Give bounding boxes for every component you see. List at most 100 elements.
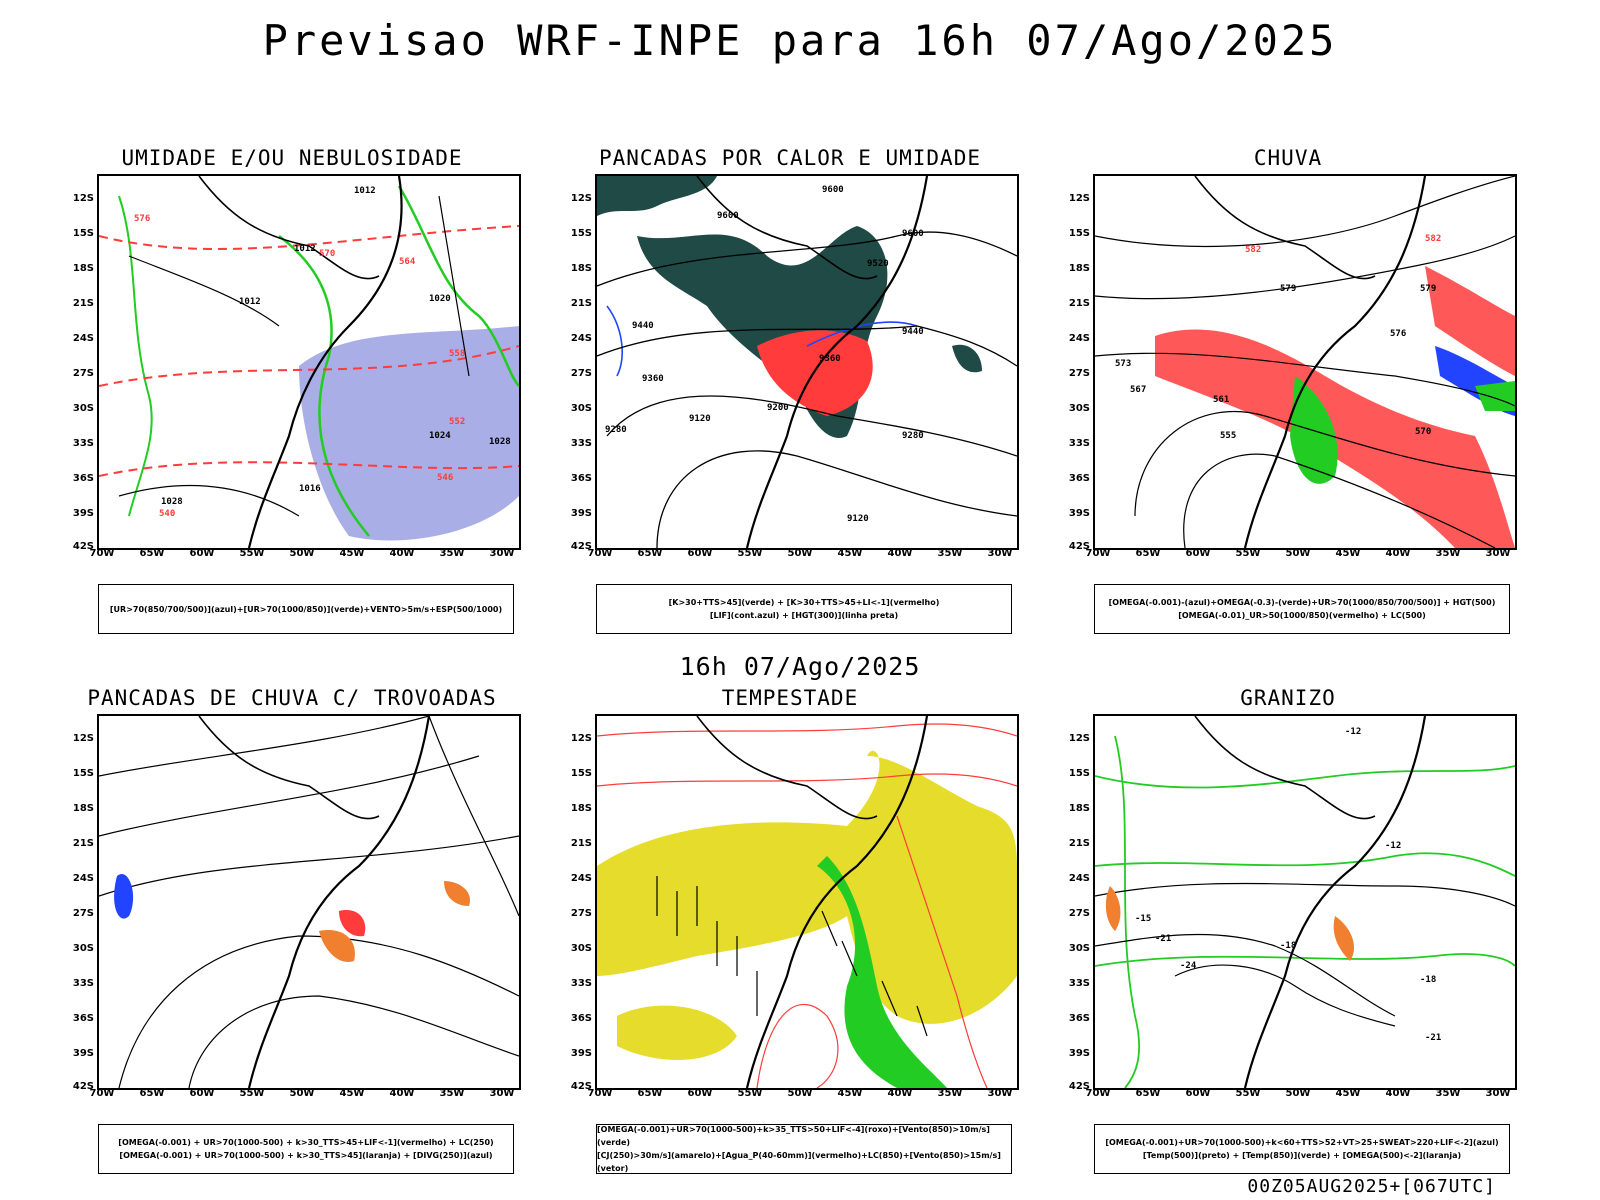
contour-label: 9440: [632, 321, 654, 331]
coastline: [247, 716, 431, 1088]
rain-green-area: [1290, 376, 1338, 484]
contour-label: 9520: [615, 251, 637, 261]
lat-tick: 42S: [72, 1081, 94, 1092]
humidity-blue-area: [299, 326, 519, 541]
lon-tick: 70W: [1085, 1088, 1111, 1099]
contour-label: 582: [1245, 245, 1261, 255]
lon-tick: 70W: [1085, 548, 1111, 559]
contour-label: 9520: [867, 259, 889, 269]
lon-tick: 60W: [687, 1088, 713, 1099]
legend-box: [UR>70(850/700/500)](azul)+[UR>70(1000/8…: [98, 584, 514, 634]
geopotential-contour: [1095, 176, 1515, 247]
lat-tick: 27S: [570, 908, 592, 919]
legend-line: [OMEGA(-0.001)+UR>70(1000-500)+k<60+TTS>…: [1105, 1138, 1499, 1147]
lon-tick: 50W: [787, 1088, 813, 1099]
lat-tick: 18S: [72, 263, 94, 274]
legend-line: [K>30+TTS>45](verde) + [K>30+TTS>45+LI<-…: [668, 598, 940, 607]
lon-tick: 35W: [937, 1088, 963, 1099]
lon-tick: 65W: [1135, 1088, 1161, 1099]
lon-tick: 40W: [887, 1088, 913, 1099]
contour-label: -18: [1280, 941, 1296, 951]
legend-line: [OMEGA(-0.001) + UR>70(1000-500) + k>30_…: [118, 1138, 494, 1147]
lon-tick: 40W: [887, 548, 913, 559]
lat-tick: 39S: [1068, 1048, 1090, 1059]
omega-orange-area: [1333, 916, 1355, 961]
coastline: [198, 176, 380, 280]
temp500-contour: [1095, 882, 1515, 907]
temp850-green-contour: [1095, 953, 1515, 967]
lat-tick: 15S: [1068, 228, 1090, 239]
contour-label: -12: [1345, 727, 1361, 737]
storm-red-area: [339, 910, 366, 937]
lon-tick: 50W: [289, 548, 315, 559]
coastline: [745, 716, 929, 1088]
lat-tick: 39S: [1068, 508, 1090, 519]
contour-label: 9600: [717, 211, 739, 221]
lat-tick: 36S: [72, 473, 94, 484]
lat-tick: 12S: [570, 733, 592, 744]
map-plot: 582 582 579 579 576 573 570 567 561 555: [1095, 176, 1515, 548]
lat-tick: 21S: [72, 298, 94, 309]
lat-tick: 30S: [570, 943, 592, 954]
lon-tick: 35W: [937, 548, 963, 559]
contour-label: 9120: [847, 514, 869, 524]
lat-tick: 42S: [570, 1081, 592, 1092]
legend-line: [OMEGA(-0.01)_UR>50(1000/850)(vermelho) …: [1178, 611, 1426, 620]
lat-tick: 12S: [72, 193, 94, 204]
lon-tick: 50W: [1285, 548, 1311, 559]
coastline: [1243, 716, 1427, 1088]
lat-tick: 18S: [1068, 263, 1090, 274]
thickness-red-dashed: [99, 461, 519, 477]
map-plot: 9600 9600 9600 9520 9520 9440 9440 9360 …: [597, 176, 1017, 548]
lon-tick: 45W: [339, 1088, 365, 1099]
lat-tick: 24S: [72, 333, 94, 344]
contour-label: 579: [1420, 284, 1436, 294]
lon-tick: 30W: [987, 548, 1013, 559]
temp850-green-contour: [1095, 765, 1515, 789]
legend-line: [OMEGA(-0.001)-(azul)+OMEGA(-0.3)-(verde…: [1108, 598, 1496, 607]
map: -12 -15 -18 -21 -24 -18 -21 -12: [1093, 714, 1517, 1090]
geopotential-contour: [597, 325, 1017, 367]
lat-tick: 21S: [570, 838, 592, 849]
contour-label: 9200: [767, 403, 789, 413]
lat-tick: 36S: [1068, 473, 1090, 484]
rain-green-area: [1475, 381, 1515, 411]
run-info: 00Z05AUG2025+[067UTC]: [1247, 1176, 1496, 1197]
contour-label: 9120: [689, 414, 711, 424]
lon-tick: 65W: [139, 1088, 165, 1099]
geopotential-contour: [1095, 235, 1515, 300]
contour-label: -24: [1180, 961, 1197, 971]
legend-line: [OMEGA(-0.001) + UR>70(1000-500) + k>30_…: [119, 1151, 493, 1160]
lat-tick: 30S: [72, 943, 94, 954]
lat-tick: 27S: [1068, 368, 1090, 379]
temp850-green-contour: [1114, 735, 1140, 1088]
lon-tick: 30W: [489, 1088, 515, 1099]
contour-label: 1012: [294, 244, 316, 254]
contour-label: 555: [1220, 431, 1236, 441]
contour-label: 9600: [822, 185, 844, 195]
lat-tick: 27S: [72, 368, 94, 379]
lat-tick: 24S: [1068, 333, 1090, 344]
geopotential-contour: [1134, 411, 1515, 517]
wind-vectors: [656, 876, 928, 1037]
map: [595, 714, 1019, 1090]
legend-line: [UR>70(850/700/500)](azul)+[UR>70(1000/8…: [109, 604, 503, 614]
lon-tick: 30W: [987, 1088, 1013, 1099]
lon-tick: 60W: [1185, 1088, 1211, 1099]
legend-line: [CJ(250)>30m/s](amarelo)+[Agua_P(40-60mm…: [597, 1151, 1001, 1173]
lat-tick: 39S: [72, 508, 94, 519]
lat-tick: 42S: [72, 541, 94, 552]
geopotential-contour: [606, 395, 1017, 457]
contour-label: 564: [399, 257, 416, 267]
contour-label: 9280: [605, 425, 627, 435]
humidity-green-contour: [397, 185, 519, 387]
lon-tick: 65W: [1135, 548, 1161, 559]
isobar-red: [756, 1003, 839, 1088]
legend-line: [LIF](cont.azul) + [HGT(300)](linha pret…: [709, 611, 899, 620]
lat-tick: 36S: [570, 1013, 592, 1024]
panel-title: PANCADAS DE CHUVA C/ TROVOADAS: [87, 686, 497, 710]
contour-label: 1028: [161, 497, 183, 507]
lon-tick: 45W: [339, 548, 365, 559]
storm-orange-area: [319, 930, 355, 962]
lon-tick: 55W: [737, 1088, 763, 1099]
